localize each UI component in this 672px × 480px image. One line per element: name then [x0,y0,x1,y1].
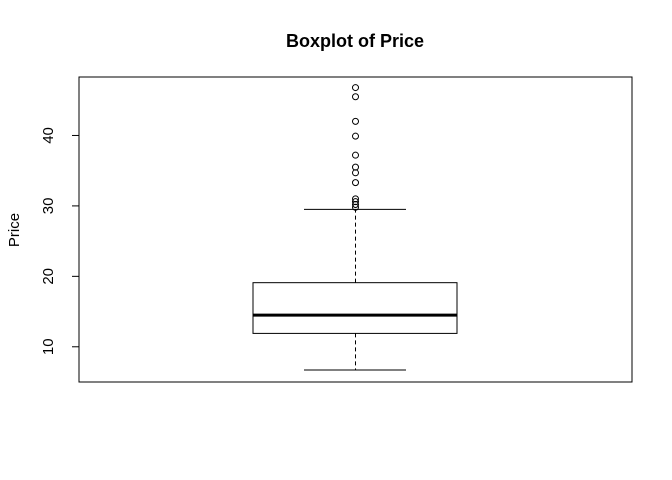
outlier-point [352,163,359,171]
outlier-point [352,151,359,159]
y-tick-label: 10 [40,338,57,355]
box-iqr [252,282,458,334]
outlier-point [352,93,359,101]
outlier-point [352,117,359,125]
y-tick-label: 20 [40,268,57,285]
outlier-point [352,198,359,206]
y-tick-label: 40 [40,127,57,144]
outlier-point [352,179,359,187]
outlier-point [352,84,359,92]
y-axis-label: Price [6,213,23,247]
chart-title: Boxplot of Price [286,31,424,51]
outlier-point [352,132,359,140]
y-axis-ticks: 10 20 30 40 [40,127,79,355]
boxplot-group [252,84,458,371]
y-tick-label: 30 [40,198,57,215]
outlier-point [352,195,359,203]
